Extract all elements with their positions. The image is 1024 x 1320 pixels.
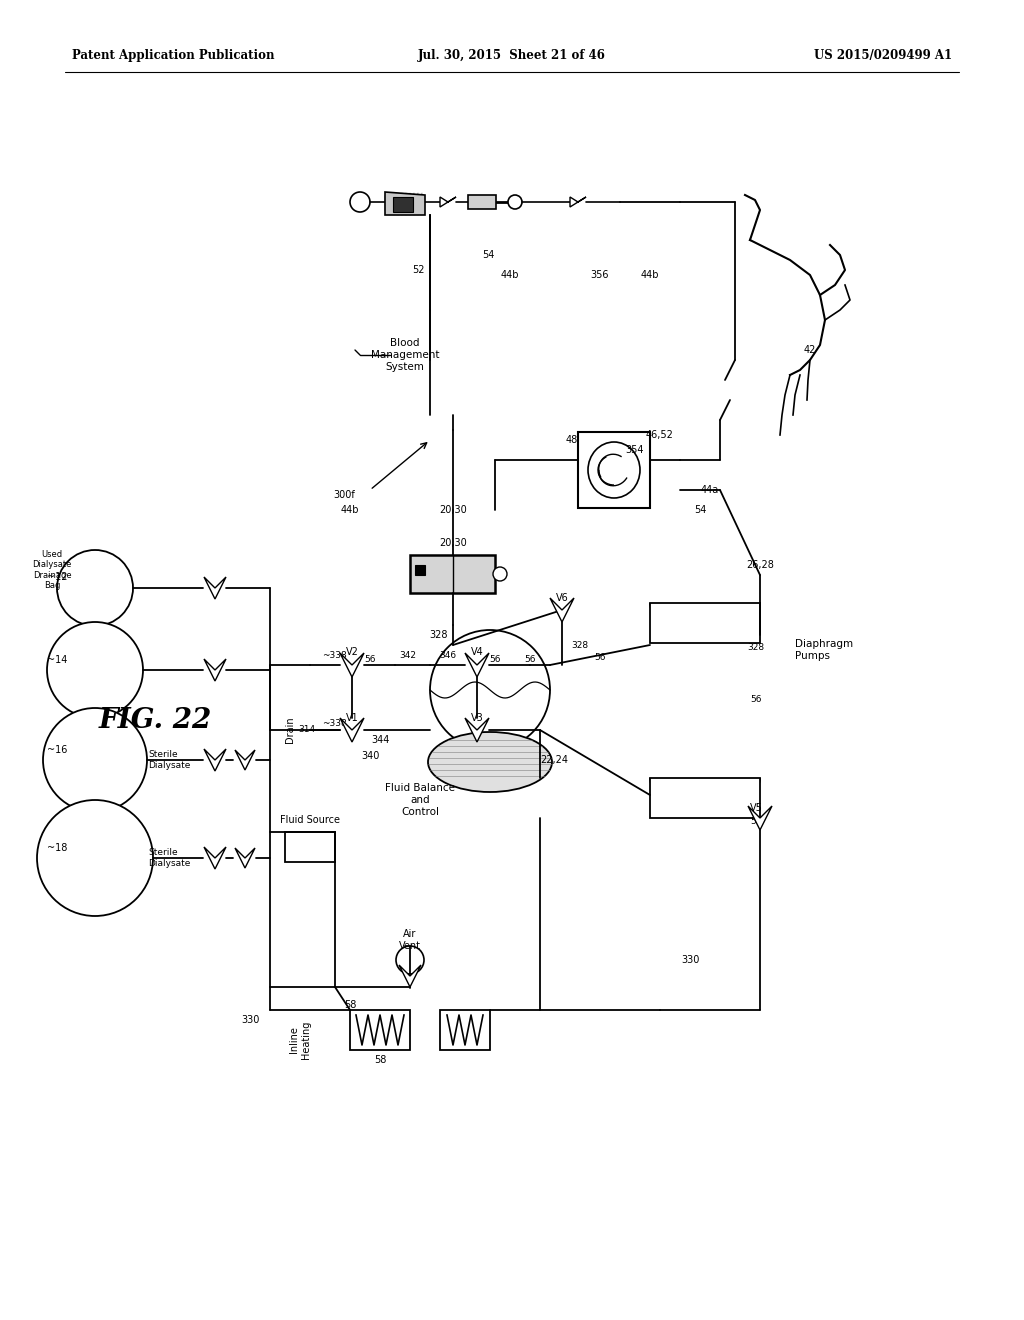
Polygon shape — [748, 807, 772, 830]
Polygon shape — [340, 718, 364, 742]
Bar — [650, 603, 760, 643]
Text: Patent Application Publication: Patent Application Publication — [72, 49, 274, 62]
Text: Inline
Heating: Inline Heating — [289, 1020, 311, 1059]
Bar — [468, 195, 496, 209]
Text: Fluid Source: Fluid Source — [280, 814, 340, 825]
Text: 44b: 44b — [501, 271, 519, 280]
Text: ~338: ~338 — [322, 719, 346, 729]
Text: 44a: 44a — [700, 484, 719, 495]
Text: 58: 58 — [374, 1055, 386, 1065]
Text: 328: 328 — [748, 644, 765, 652]
Polygon shape — [465, 718, 489, 742]
Text: 44b: 44b — [641, 271, 659, 280]
Circle shape — [57, 550, 133, 626]
Text: Air
Vent: Air Vent — [399, 929, 421, 950]
Text: 314: 314 — [298, 726, 315, 734]
Bar — [285, 832, 335, 862]
Text: FIG. 22: FIG. 22 — [98, 706, 212, 734]
Text: 52: 52 — [412, 265, 424, 275]
Text: V1: V1 — [346, 713, 358, 723]
Ellipse shape — [588, 442, 640, 498]
Polygon shape — [204, 659, 226, 681]
Text: V6: V6 — [556, 593, 568, 603]
Polygon shape — [570, 197, 586, 207]
Text: 328: 328 — [429, 630, 449, 640]
Text: V3: V3 — [471, 713, 483, 723]
Text: ~16: ~16 — [47, 744, 67, 755]
Text: 44b: 44b — [341, 506, 359, 515]
Text: 48: 48 — [566, 436, 579, 445]
Text: 42: 42 — [804, 345, 816, 355]
Polygon shape — [234, 750, 255, 770]
Text: 330: 330 — [681, 954, 699, 965]
Text: 340: 340 — [360, 751, 379, 762]
Polygon shape — [399, 965, 421, 987]
Text: 330: 330 — [242, 1015, 260, 1026]
Polygon shape — [550, 598, 574, 622]
Circle shape — [430, 630, 550, 750]
Text: 54: 54 — [482, 249, 495, 260]
Text: 346: 346 — [439, 651, 457, 660]
Text: 344: 344 — [371, 735, 389, 744]
Text: 20,30: 20,30 — [439, 539, 467, 548]
Text: V4: V4 — [471, 647, 483, 657]
Text: 58: 58 — [344, 1001, 356, 1010]
Text: Jul. 30, 2015  Sheet 21 of 46: Jul. 30, 2015 Sheet 21 of 46 — [418, 49, 606, 62]
Text: Sterile
Dialysate: Sterile Dialysate — [148, 750, 190, 770]
Text: 354: 354 — [626, 445, 644, 455]
Bar — [440, 1010, 490, 1049]
Bar — [410, 554, 495, 593]
Text: 300f: 300f — [333, 490, 355, 500]
Text: 56: 56 — [751, 817, 762, 826]
Circle shape — [508, 195, 522, 209]
Bar — [650, 777, 760, 818]
Polygon shape — [385, 191, 425, 215]
Text: ~12: ~12 — [46, 572, 67, 582]
Text: 56: 56 — [751, 696, 762, 705]
Text: 328: 328 — [571, 640, 589, 649]
Polygon shape — [204, 847, 226, 869]
Text: V2: V2 — [345, 647, 358, 657]
Text: 46,52: 46,52 — [646, 430, 674, 440]
Text: Drain: Drain — [285, 717, 295, 743]
Polygon shape — [465, 653, 489, 677]
Text: V5: V5 — [750, 803, 763, 813]
Circle shape — [47, 622, 143, 718]
Circle shape — [493, 568, 507, 581]
Text: 26,28: 26,28 — [746, 560, 774, 570]
Text: Blood
Management
System: Blood Management System — [371, 338, 439, 372]
Text: ~18: ~18 — [47, 843, 67, 853]
Polygon shape — [340, 653, 364, 677]
Polygon shape — [234, 847, 255, 869]
Text: Diaphragm
Pumps: Diaphragm Pumps — [795, 639, 853, 661]
Circle shape — [43, 708, 147, 812]
Text: ~14: ~14 — [47, 655, 67, 665]
Text: Used
Dialysate
Drainage
Bag: Used Dialysate Drainage Bag — [33, 550, 72, 590]
Text: 356: 356 — [591, 271, 609, 280]
Circle shape — [396, 946, 424, 974]
Text: ~338: ~338 — [322, 652, 346, 660]
Polygon shape — [204, 748, 226, 771]
Text: 56: 56 — [594, 653, 606, 663]
Text: 56: 56 — [489, 656, 501, 664]
Text: 20,30: 20,30 — [439, 506, 467, 515]
Text: Fluid Balance
and
Control: Fluid Balance and Control — [385, 783, 455, 817]
Circle shape — [350, 191, 370, 213]
Text: 56: 56 — [365, 656, 376, 664]
Circle shape — [37, 800, 153, 916]
Bar — [350, 1010, 410, 1049]
Text: 22,24: 22,24 — [540, 755, 568, 766]
Polygon shape — [440, 197, 456, 207]
Text: 342: 342 — [399, 651, 417, 660]
Text: 54: 54 — [694, 506, 707, 515]
Ellipse shape — [428, 733, 552, 792]
Text: 56: 56 — [524, 656, 536, 664]
Bar — [393, 197, 413, 213]
Polygon shape — [204, 577, 226, 599]
Bar — [578, 432, 650, 508]
Text: Sterile
Dialysate: Sterile Dialysate — [148, 849, 190, 867]
Bar — [415, 565, 425, 576]
Text: US 2015/0209499 A1: US 2015/0209499 A1 — [814, 49, 952, 62]
